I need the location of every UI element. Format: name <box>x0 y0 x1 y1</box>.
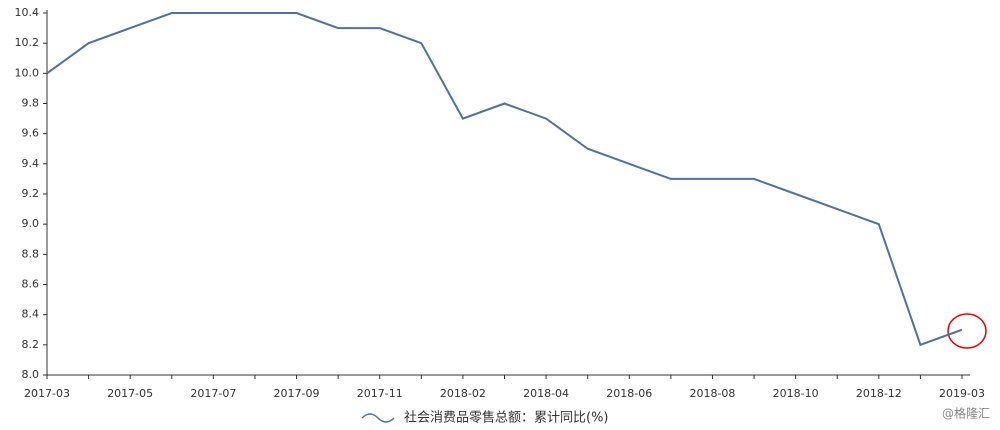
y-tick-label: 8.0 <box>22 368 40 381</box>
x-tick-label: 2017-11 <box>357 387 403 400</box>
y-tick-label: 9.2 <box>22 187 40 200</box>
x-tick-label: 2017-05 <box>107 387 153 400</box>
y-tick-label: 9.4 <box>22 157 40 170</box>
x-tick-label: 2018-08 <box>689 387 735 400</box>
series-line <box>46 12 963 347</box>
y-tick-label: 10.0 <box>15 66 40 79</box>
x-tick-label: 2017-03 <box>24 387 70 400</box>
legend-icon <box>361 413 395 423</box>
y-tick-label: 8.4 <box>22 308 40 321</box>
y-tick-label: 10.4 <box>15 6 40 19</box>
x-tick-label: 2018-02 <box>440 387 486 400</box>
watermark: @格隆汇 <box>942 406 990 421</box>
x-tick-label: 2018-12 <box>856 387 902 400</box>
legend-label: 社会消费品零售总额：累计同比(%) <box>404 410 609 426</box>
y-tick-label: 8.8 <box>22 247 40 260</box>
y-tick-label: 9.0 <box>22 217 40 230</box>
x-tick-label: 2017-09 <box>274 387 320 400</box>
x-tick-label: 2018-06 <box>606 387 652 400</box>
x-tick-label: 2019-03 <box>939 387 985 400</box>
y-tick-label: 8.2 <box>22 338 40 351</box>
highlight-circle <box>947 313 987 349</box>
y-tick-label: 9.6 <box>22 127 40 140</box>
x-tick-label: 2018-10 <box>773 387 819 400</box>
x-tick-label: 2018-04 <box>523 387 569 400</box>
y-tick-label: 9.8 <box>22 97 40 110</box>
y-tick-label: 8.6 <box>22 278 40 291</box>
x-tick-label: 2017-07 <box>190 387 236 400</box>
y-tick-label: 10.2 <box>15 36 40 49</box>
